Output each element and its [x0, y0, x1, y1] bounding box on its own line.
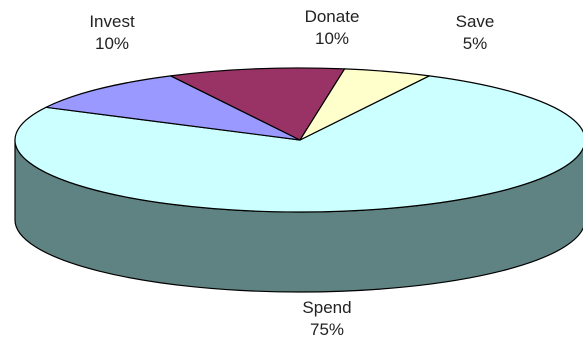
pie-slice-save: [299, 68, 430, 141]
pie-label-layer: Spend 75% Invest 10% Donate 10% Save 5%: [89, 7, 494, 339]
slice-value-label-invest: 10%: [95, 34, 129, 53]
pie-slice-spend: [14, 75, 583, 213]
slice-value-label-donate: 10%: [315, 29, 349, 48]
pie-top-layer: [14, 67, 583, 213]
pie-slice-invest: [45, 75, 301, 141]
slice-value-label-spend: 75%: [310, 320, 344, 339]
slice-label-invest: Invest: [89, 12, 135, 31]
pie-slice-donate: [170, 67, 346, 141]
slice-label-spend: Spend: [302, 298, 351, 317]
slice-label-donate: Donate: [305, 7, 360, 26]
slice-label-save: Save: [456, 12, 495, 31]
slice-value-label-save: 5%: [463, 34, 488, 53]
